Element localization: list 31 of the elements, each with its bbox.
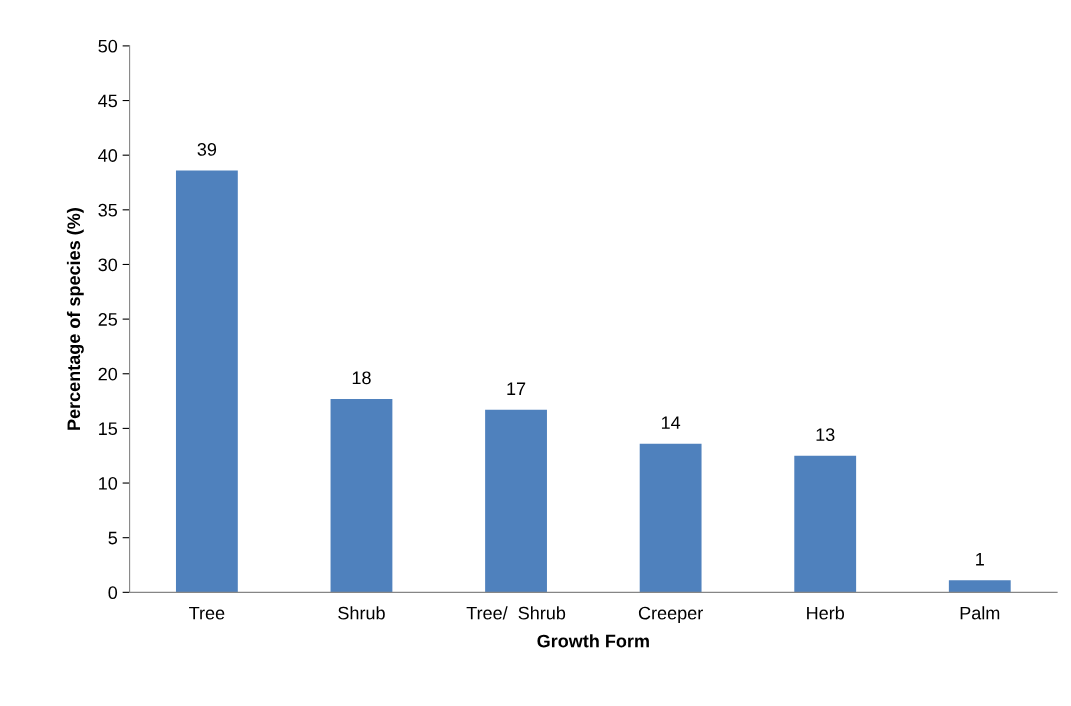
data-label: 14 <box>661 416 681 429</box>
bar <box>639 443 702 593</box>
y-tick-label: 30 <box>98 258 118 272</box>
y-tick-label: 10 <box>99 476 118 490</box>
y-tick-label: 35 <box>98 203 118 217</box>
y-axis-title: Percentage of species (%) <box>66 208 84 430</box>
bar <box>948 580 1011 593</box>
data-label: 1 <box>976 553 984 566</box>
x-tick-label: Tree/ Shrub <box>466 606 566 620</box>
y-tick-label: 15 <box>99 422 118 436</box>
y-tick-label: 25 <box>98 313 118 326</box>
x-tick-label: Creeper <box>638 606 703 624</box>
data-label: 13 <box>816 428 835 442</box>
data-label: 17 <box>507 382 526 395</box>
x-axis-title: Growth Form <box>537 634 649 648</box>
bar <box>485 409 547 593</box>
x-tick-label: Palm <box>960 606 1000 620</box>
data-label: 39 <box>197 143 217 156</box>
x-tick-label: Shrub <box>338 606 385 620</box>
y-tick-label: 5 <box>108 531 118 545</box>
bar <box>175 170 238 593</box>
x-tick-label: Herb <box>807 606 845 620</box>
y-tick-label: 0 <box>108 586 118 600</box>
x-tick-label: Tree <box>189 606 225 620</box>
y-tick-label: 40 <box>98 149 118 162</box>
y-tick-label: 50 <box>98 39 118 53</box>
bar <box>794 455 857 593</box>
data-label: 18 <box>352 371 371 385</box>
bar <box>330 398 393 593</box>
y-tick-label: 45 <box>98 94 118 108</box>
y-tick-label: 20 <box>98 367 118 381</box>
